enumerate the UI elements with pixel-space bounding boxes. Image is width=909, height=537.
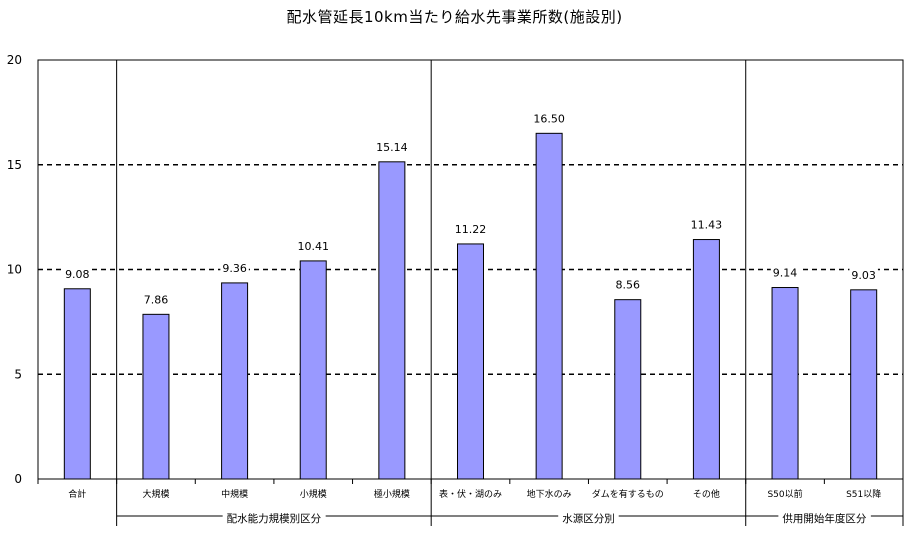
group-label: 配水能力規模別区分 (227, 512, 322, 525)
x-tick-label: 中規模 (221, 488, 248, 500)
x-tick-label: 地下水のみ (527, 488, 572, 500)
data-label: 11.22 (455, 223, 487, 236)
data-label: 16.50 (533, 112, 565, 125)
x-tick-label: ダムを有するもの (592, 488, 664, 500)
group-label-background (778, 511, 871, 526)
group-label: 水源区分別 (562, 512, 615, 525)
bar (771, 287, 799, 480)
bar (535, 132, 563, 480)
data-label: 11.43 (691, 219, 723, 232)
data-label-background (613, 277, 643, 293)
data-label: 9.36 (222, 262, 247, 275)
y-tick-label: 0 (14, 472, 22, 486)
x-tick-label: 合計 (68, 488, 86, 500)
data-label: 8.56 (616, 279, 641, 292)
data-label: 9.14 (773, 267, 798, 280)
x-tick-label: 小規模 (300, 489, 327, 500)
y-tick-label: 15 (7, 158, 22, 172)
data-label: 10.41 (297, 240, 329, 253)
y-tick-label: 10 (7, 263, 22, 277)
bar (299, 260, 327, 480)
data-label-background (849, 267, 878, 283)
group-label-background (222, 511, 326, 526)
bar (142, 313, 170, 480)
bar (692, 239, 720, 480)
x-tick-label: 大規模 (142, 488, 169, 500)
data-label: 7.86 (144, 293, 169, 306)
data-label-background (688, 217, 725, 233)
group-label-background (558, 511, 619, 526)
chart-title: 配水管延長10km当たり給水先事業所数(施設別) (286, 8, 623, 26)
data-label-background (531, 111, 567, 127)
bar (378, 161, 406, 480)
data-label-background (295, 238, 331, 254)
data-label-background (452, 221, 489, 237)
x-tick-label: S50以前 (767, 488, 802, 500)
data-label-background (374, 139, 410, 155)
data-label-background (63, 266, 92, 282)
x-tick-label: 表・伏・湖のみ (439, 488, 502, 500)
bar (63, 288, 91, 480)
data-label: 9.03 (851, 269, 876, 282)
y-tick-label: 20 (7, 53, 22, 67)
data-label-background (220, 260, 249, 276)
bar (221, 282, 249, 480)
y-tick-label: 5 (14, 367, 22, 381)
bar (614, 299, 642, 480)
bar (850, 289, 878, 480)
bar (457, 243, 484, 480)
x-tick-label: S51以降 (846, 488, 881, 500)
data-label-background (770, 265, 800, 281)
data-label-background (141, 292, 171, 308)
data-label: 15.14 (376, 141, 408, 154)
x-tick-label: 極小規模 (374, 488, 410, 500)
x-tick-label: その他 (693, 488, 720, 500)
data-label: 9.08 (65, 268, 90, 281)
group-label: 供用開始年度区分 (782, 512, 866, 525)
